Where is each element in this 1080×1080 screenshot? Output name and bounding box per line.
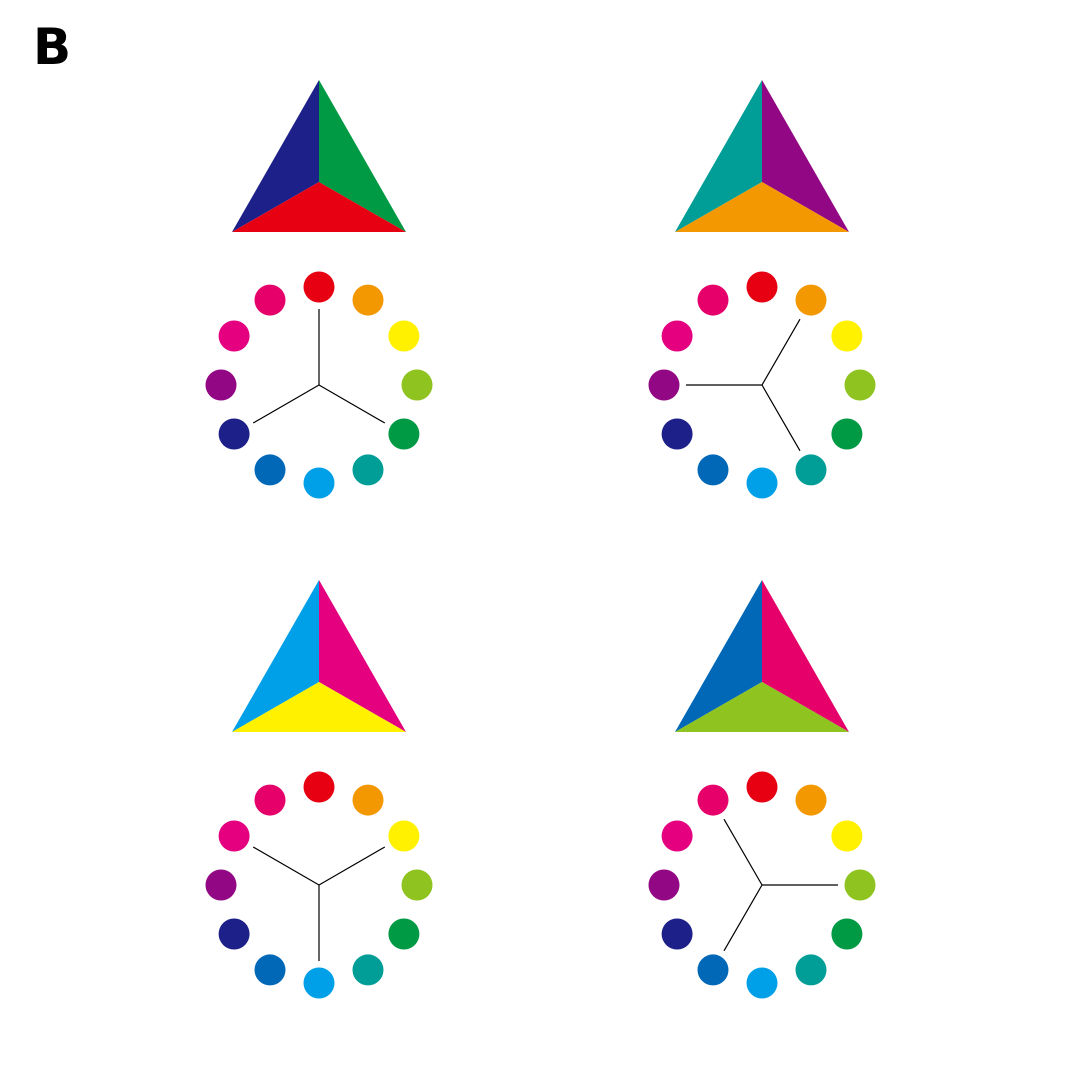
color-dot-5	[795, 954, 827, 986]
triangle-region-left	[232, 580, 319, 732]
triangle-region-left	[232, 80, 319, 232]
color-dot-5	[795, 454, 827, 486]
connector-line-11	[723, 818, 763, 886]
panel-label: B	[33, 18, 72, 76]
color-dot-4	[831, 918, 863, 950]
color-dot-9	[205, 369, 237, 401]
color-dot-2	[831, 320, 863, 352]
color-dot-10	[661, 820, 693, 852]
triad-connector	[686, 318, 801, 452]
triangle-region-right	[762, 80, 849, 232]
color-dot-1	[795, 784, 827, 816]
connector-line-7	[723, 884, 763, 952]
color-dot-11	[697, 284, 729, 316]
color-dot-8	[218, 918, 250, 950]
connector-line-4	[318, 384, 386, 424]
color-dot-3	[844, 369, 876, 401]
color-wheel	[648, 271, 876, 499]
triad-connector	[252, 309, 386, 424]
color-wheel	[648, 771, 876, 999]
triad-panel-orange-teal-purple	[648, 80, 876, 499]
connector-line-1	[761, 318, 801, 386]
color-dot-10	[218, 820, 250, 852]
color-dot-2	[388, 820, 420, 852]
color-dot-3	[401, 869, 433, 901]
color-dot-6	[303, 467, 335, 499]
color-dot-0	[746, 771, 778, 803]
color-dot-6	[746, 967, 778, 999]
triangle-region-bottom	[675, 682, 849, 732]
color-dot-11	[254, 784, 286, 816]
color-dot-4	[388, 418, 420, 450]
triad-panel-yellow-cyan-magenta	[205, 580, 433, 999]
color-dot-11	[697, 784, 729, 816]
color-dot-8	[661, 918, 693, 950]
color-dot-4	[388, 918, 420, 950]
connector-line-2	[318, 846, 386, 886]
color-dot-1	[352, 284, 384, 316]
color-dot-8	[218, 418, 250, 450]
color-dot-8	[661, 418, 693, 450]
triad-panel-yellowgreen-blue-crimson	[648, 580, 876, 999]
color-dot-7	[697, 454, 729, 486]
color-dot-9	[648, 869, 680, 901]
color-dot-6	[746, 467, 778, 499]
triangle-region-right	[319, 80, 406, 232]
color-dot-7	[254, 454, 286, 486]
color-dot-10	[218, 320, 250, 352]
color-wheel	[205, 271, 433, 499]
color-dot-0	[303, 771, 335, 803]
triad-connector	[252, 846, 386, 961]
triangle-region-bottom	[675, 182, 849, 232]
triad-connector	[723, 818, 838, 952]
color-dot-2	[831, 820, 863, 852]
color-dot-3	[844, 869, 876, 901]
color-dot-9	[648, 369, 680, 401]
color-dot-11	[254, 284, 286, 316]
color-dot-4	[831, 418, 863, 450]
color-dot-3	[401, 369, 433, 401]
color-wheel	[205, 771, 433, 999]
triangle-region-left	[675, 580, 762, 732]
connector-line-5	[761, 384, 801, 452]
color-dot-1	[795, 284, 827, 316]
triad-triangle	[675, 80, 849, 232]
triangle-region-bottom	[232, 182, 406, 232]
color-dot-0	[746, 271, 778, 303]
triangle-region-left	[675, 80, 762, 232]
color-dot-7	[697, 954, 729, 986]
triangle-region-right	[762, 580, 849, 732]
connector-line-10	[252, 846, 320, 886]
triad-triangle	[232, 580, 406, 732]
color-dot-9	[205, 869, 237, 901]
color-dot-5	[352, 954, 384, 986]
triad-triangle	[675, 580, 849, 732]
color-dot-0	[303, 271, 335, 303]
color-dot-2	[388, 320, 420, 352]
triad-panel-red-green-blue	[205, 80, 433, 499]
triad-triangle	[232, 80, 406, 232]
color-dot-6	[303, 967, 335, 999]
color-dot-5	[352, 454, 384, 486]
color-dot-7	[254, 954, 286, 986]
triangle-region-bottom	[232, 682, 406, 732]
color-dot-10	[661, 320, 693, 352]
connector-line-8	[252, 384, 320, 424]
color-dot-1	[352, 784, 384, 816]
triangle-region-right	[319, 580, 406, 732]
